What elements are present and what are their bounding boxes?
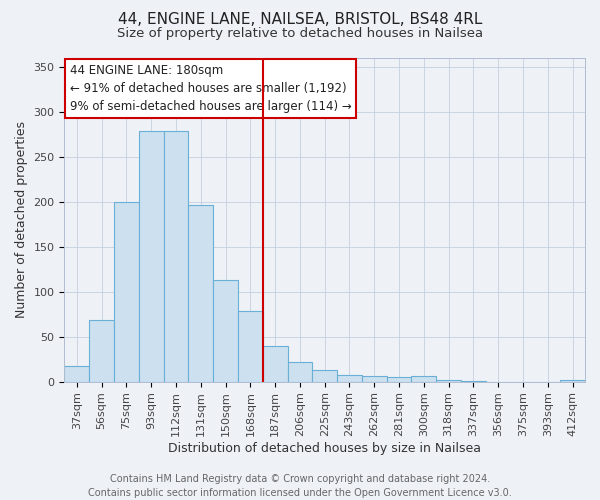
Y-axis label: Number of detached properties: Number of detached properties [15, 121, 28, 318]
Bar [412, 376, 436, 382]
Text: 44 ENGINE LANE: 180sqm
← 91% of detached houses are smaller (1,192)
9% of semi-d: 44 ENGINE LANE: 180sqm ← 91% of detached… [70, 64, 352, 113]
Text: Size of property relative to detached houses in Nailsea: Size of property relative to detached ho… [117, 28, 483, 40]
Bar [436, 380, 461, 382]
Bar [188, 205, 213, 382]
Text: Contains HM Land Registry data © Crown copyright and database right 2024.
Contai: Contains HM Land Registry data © Crown c… [88, 474, 512, 498]
Bar [287, 362, 313, 382]
Bar [64, 366, 89, 382]
Bar [263, 346, 287, 382]
Text: 44, ENGINE LANE, NAILSEA, BRISTOL, BS48 4RL: 44, ENGINE LANE, NAILSEA, BRISTOL, BS48 … [118, 12, 482, 28]
Bar [313, 370, 337, 382]
Bar [164, 132, 188, 382]
Bar [139, 132, 164, 382]
Bar [337, 374, 362, 382]
Bar [362, 376, 386, 382]
Bar [238, 312, 263, 382]
Bar [213, 280, 238, 382]
X-axis label: Distribution of detached houses by size in Nailsea: Distribution of detached houses by size … [168, 442, 481, 455]
Bar [114, 202, 139, 382]
Bar [89, 320, 114, 382]
Bar [386, 377, 412, 382]
Bar [560, 380, 585, 382]
Bar [461, 381, 486, 382]
